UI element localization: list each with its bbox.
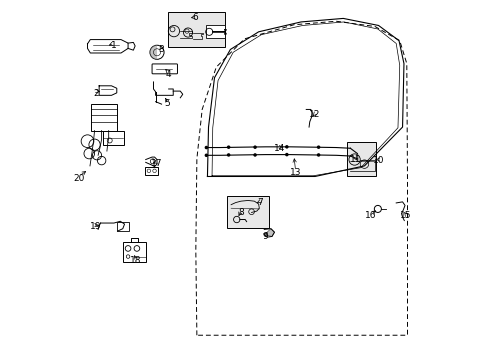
- Circle shape: [204, 154, 208, 157]
- Circle shape: [316, 153, 320, 157]
- Text: 4: 4: [165, 70, 171, 79]
- Polygon shape: [150, 45, 157, 59]
- Text: 15: 15: [400, 211, 411, 220]
- Text: 6: 6: [192, 13, 198, 22]
- Bar: [117, 222, 128, 231]
- Circle shape: [316, 145, 320, 149]
- Circle shape: [226, 145, 230, 149]
- Text: 8: 8: [238, 208, 244, 217]
- Text: 20: 20: [73, 174, 84, 183]
- Text: 17: 17: [151, 158, 163, 167]
- Bar: [206, 26, 224, 38]
- Polygon shape: [264, 229, 274, 237]
- Bar: [167, 12, 224, 47]
- Bar: [226, 196, 269, 228]
- Text: 7: 7: [257, 198, 263, 207]
- Circle shape: [285, 145, 288, 149]
- Text: 19: 19: [90, 222, 101, 231]
- Circle shape: [253, 145, 256, 149]
- Text: 11: 11: [349, 155, 361, 164]
- Text: 10: 10: [372, 156, 384, 165]
- Circle shape: [253, 153, 256, 157]
- Text: 9: 9: [262, 232, 267, 241]
- Text: 14: 14: [274, 144, 285, 153]
- Text: 1: 1: [111, 41, 117, 50]
- Circle shape: [285, 153, 288, 156]
- Bar: [102, 131, 123, 145]
- Text: 16: 16: [365, 211, 376, 220]
- Text: 2: 2: [93, 89, 99, 98]
- Bar: [145, 167, 158, 175]
- Text: 5: 5: [163, 99, 169, 108]
- Text: 13: 13: [289, 168, 301, 177]
- Circle shape: [347, 147, 351, 150]
- Text: 3: 3: [159, 45, 164, 54]
- Bar: [346, 142, 375, 176]
- Text: 12: 12: [309, 110, 320, 119]
- FancyBboxPatch shape: [152, 64, 177, 74]
- Text: 18: 18: [130, 256, 142, 265]
- Circle shape: [204, 146, 208, 149]
- Bar: [122, 242, 145, 262]
- Circle shape: [226, 153, 230, 157]
- Circle shape: [347, 154, 351, 158]
- Bar: [91, 104, 117, 131]
